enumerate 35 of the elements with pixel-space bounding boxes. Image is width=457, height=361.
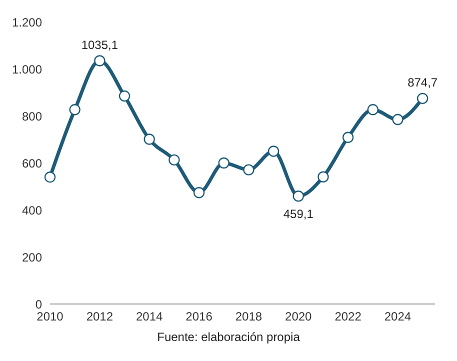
y-tick-label: 1.000 — [12, 62, 42, 76]
y-tick-label: 800 — [22, 109, 42, 124]
point — [193, 187, 205, 198]
x-tick-label: 2014 — [136, 310, 164, 324]
point — [392, 114, 404, 126]
data-label: 459,1 — [283, 207, 314, 222]
point — [218, 157, 230, 169]
y-tick-label: 200 — [22, 250, 42, 264]
y-tick-label: 1.200 — [12, 15, 42, 30]
point — [318, 171, 329, 182]
y-tick-label: 400 — [22, 203, 42, 218]
point — [118, 90, 130, 102]
x-tick-label: 2022 — [334, 310, 362, 324]
point — [292, 190, 304, 202]
data-label: 1035,1 — [81, 38, 118, 52]
x-tick-label: 2020 — [285, 310, 312, 324]
point — [144, 134, 155, 145]
point — [367, 104, 379, 116]
point — [44, 172, 56, 183]
x-tick-label: 2024 — [384, 310, 412, 324]
y-tick-label: 0 — [35, 297, 42, 312]
data-label: 874,7 — [408, 75, 438, 90]
x-tick-label: 2018 — [235, 310, 262, 324]
x-tick-label: 2010 — [36, 310, 64, 324]
point — [168, 154, 180, 166]
source-note: Fuente: elaboración propia — [156, 330, 301, 344]
point — [69, 104, 80, 116]
x-tick-label: 2016 — [186, 310, 213, 324]
point — [268, 146, 280, 157]
point — [243, 164, 254, 176]
x-tick-label: 2012 — [86, 310, 114, 324]
point — [416, 92, 428, 104]
point — [94, 55, 106, 66]
y-tick-label: 600 — [22, 156, 42, 170]
point — [342, 132, 354, 143]
